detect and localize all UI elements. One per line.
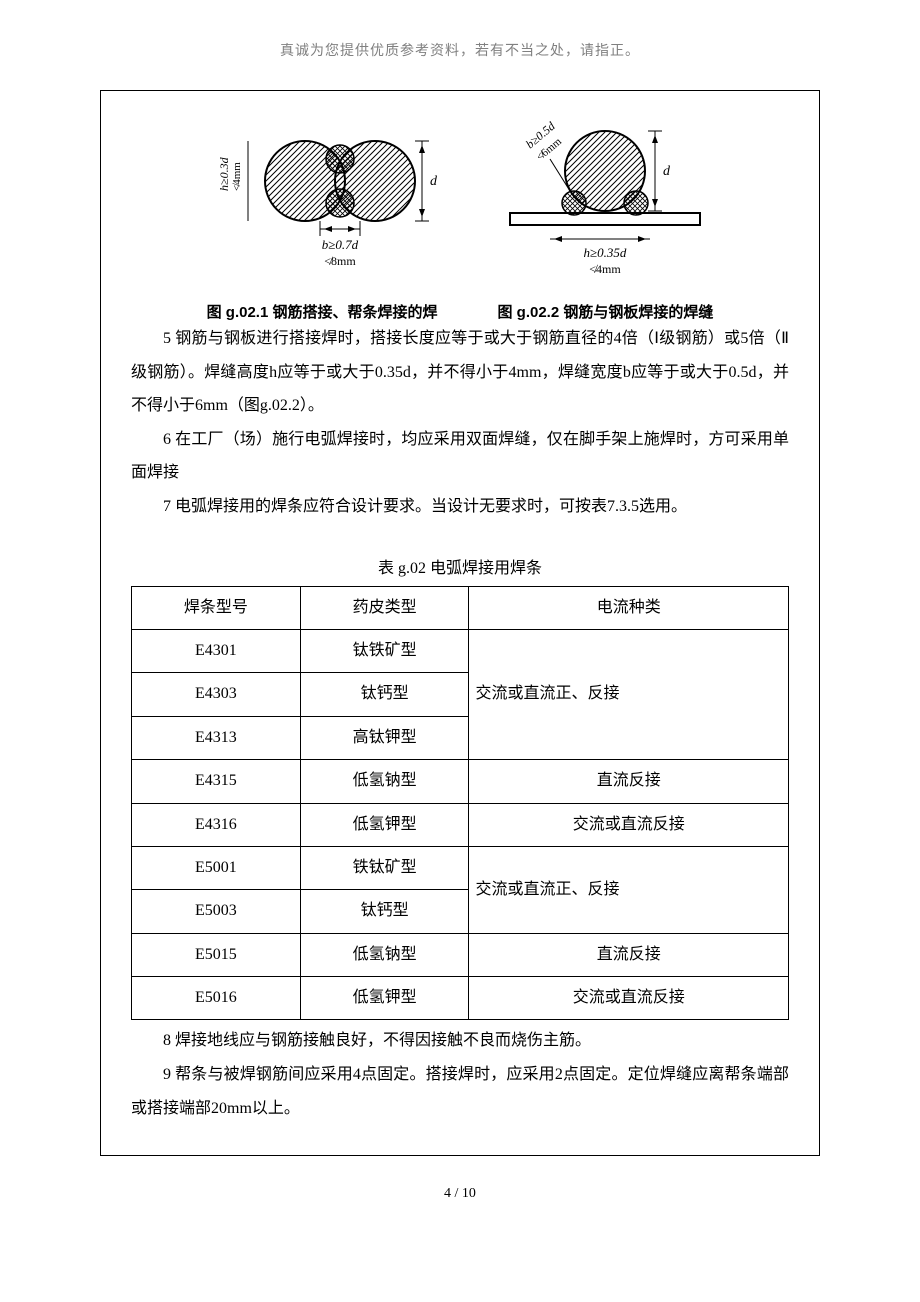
svg-text:d: d bbox=[663, 164, 671, 179]
table-row: E5015低氢钠型直流反接 bbox=[132, 933, 789, 976]
cell-current: 直流反接 bbox=[469, 933, 789, 976]
cell-current: 交流或直流正、反接 bbox=[469, 846, 789, 933]
table-row: E5016低氢钾型交流或直流反接 bbox=[132, 977, 789, 1020]
table-row: E4301钛铁矿型交流或直流正、反接 bbox=[132, 629, 789, 672]
cell-coating: 钛钙型 bbox=[300, 673, 469, 716]
table-header-row: 焊条型号 药皮类型 电流种类 bbox=[132, 586, 789, 629]
svg-text:b≥0.7d: b≥0.7d bbox=[322, 237, 359, 252]
caption-row: 图 g.02.1 钢筋搭接、帮条焊接的焊 图 g.02.2 钢筋与钢板焊接的焊缝 bbox=[131, 301, 789, 322]
table-row: E4315低氢钠型直流反接 bbox=[132, 760, 789, 803]
paragraph-9: 9 帮条与被焊钢筋间应采用4点固定。搭接焊时，应采用2点固定。定位焊缝应离帮条端… bbox=[131, 1058, 789, 1125]
cell-coating: 钛铁矿型 bbox=[300, 629, 469, 672]
caption-fig2: 图 g.02.2 钢筋与钢板焊接的焊缝 bbox=[498, 301, 714, 322]
table-body: E4301钛铁矿型交流或直流正、反接E4303钛钙型E4313高钛钾型E4315… bbox=[132, 629, 789, 1020]
cell-model: E5001 bbox=[132, 846, 301, 889]
cell-coating: 铁钛矿型 bbox=[300, 846, 469, 889]
cell-current: 直流反接 bbox=[469, 760, 789, 803]
diagram-rebar-plate-weld-icon: d b≥0.5d ≮6mm h≥0.35d ≮4mm bbox=[490, 121, 720, 281]
th-model: 焊条型号 bbox=[132, 586, 301, 629]
cell-coating: 低氢钾型 bbox=[300, 803, 469, 846]
cell-coating: 低氢钠型 bbox=[300, 760, 469, 803]
cell-model: E5015 bbox=[132, 933, 301, 976]
fig1-d-label: d bbox=[430, 174, 438, 189]
cell-model: E4316 bbox=[132, 803, 301, 846]
cell-current: 交流或直流正、反接 bbox=[469, 629, 789, 759]
cell-coating: 低氢钾型 bbox=[300, 977, 469, 1020]
cell-model: E5003 bbox=[132, 890, 301, 933]
cell-model: E4303 bbox=[132, 673, 301, 716]
cell-coating: 钛钙型 bbox=[300, 890, 469, 933]
content-frame: d h≥0.3d ≮4mm b≥0.7d ≮8mm bbox=[100, 90, 820, 1156]
table-title: 表 g.02 电弧焊接用焊条 bbox=[131, 554, 789, 578]
svg-text:≮4mm: ≮4mm bbox=[589, 262, 621, 276]
paragraph-6: 6 在工厂（场）施行电弧焊接时，均应采用双面焊缝，仅在脚手架上施焊时，方可采用单… bbox=[131, 423, 789, 490]
welding-rod-table: 焊条型号 药皮类型 电流种类 E4301钛铁矿型交流或直流正、反接E4303钛钙… bbox=[131, 586, 789, 1021]
diagram-rebar-lap-weld-icon: d h≥0.3d ≮4mm b≥0.7d ≮8mm bbox=[200, 121, 450, 281]
cell-coating: 高钛钾型 bbox=[300, 716, 469, 759]
paragraph-8: 8 焊接地线应与钢筋接触良好，不得因接触不良而烧伤主筋。 bbox=[131, 1024, 789, 1058]
cell-current: 交流或直流反接 bbox=[469, 803, 789, 846]
cell-model: E4301 bbox=[132, 629, 301, 672]
cell-coating: 低氢钠型 bbox=[300, 933, 469, 976]
paragraph-5: 5 钢筋与钢板进行搭接焊时，搭接长度应等于或大于钢筋直径的4倍（Ⅰ级钢筋）或5倍… bbox=[131, 322, 789, 423]
cell-model: E5016 bbox=[132, 977, 301, 1020]
table-row: E4316低氢钾型交流或直流反接 bbox=[132, 803, 789, 846]
svg-text:h≥0.35d: h≥0.35d bbox=[584, 245, 627, 260]
svg-text:h≥0.3d: h≥0.3d bbox=[217, 156, 231, 191]
cell-model: E4315 bbox=[132, 760, 301, 803]
cell-model: E4313 bbox=[132, 716, 301, 759]
page-footer: 4 / 10 bbox=[0, 1186, 920, 1202]
caption-fig1: 图 g.02.1 钢筋搭接、帮条焊接的焊 bbox=[207, 301, 438, 322]
figures-row: d h≥0.3d ≮4mm b≥0.7d ≮8mm bbox=[131, 121, 789, 281]
figure-g021: d h≥0.3d ≮4mm b≥0.7d ≮8mm bbox=[200, 121, 450, 281]
th-coating: 药皮类型 bbox=[300, 586, 469, 629]
paragraph-7: 7 电弧焊接用的焊条应符合设计要求。当设计无要求时，可按表7.3.5选用。 bbox=[131, 490, 789, 524]
svg-text:≮8mm: ≮8mm bbox=[324, 254, 356, 268]
table-row: E5001铁钛矿型交流或直流正、反接 bbox=[132, 846, 789, 889]
cell-current: 交流或直流反接 bbox=[469, 977, 789, 1020]
figure-g022: d b≥0.5d ≮6mm h≥0.35d ≮4mm bbox=[490, 121, 720, 281]
th-current: 电流种类 bbox=[469, 586, 789, 629]
svg-text:≮4mm: ≮4mm bbox=[231, 162, 243, 191]
page: 真诚为您提供优质参考资料，若有不当之处，请指正。 bbox=[0, 0, 920, 1232]
header-note: 真诚为您提供优质参考资料，若有不当之处，请指正。 bbox=[0, 40, 920, 60]
